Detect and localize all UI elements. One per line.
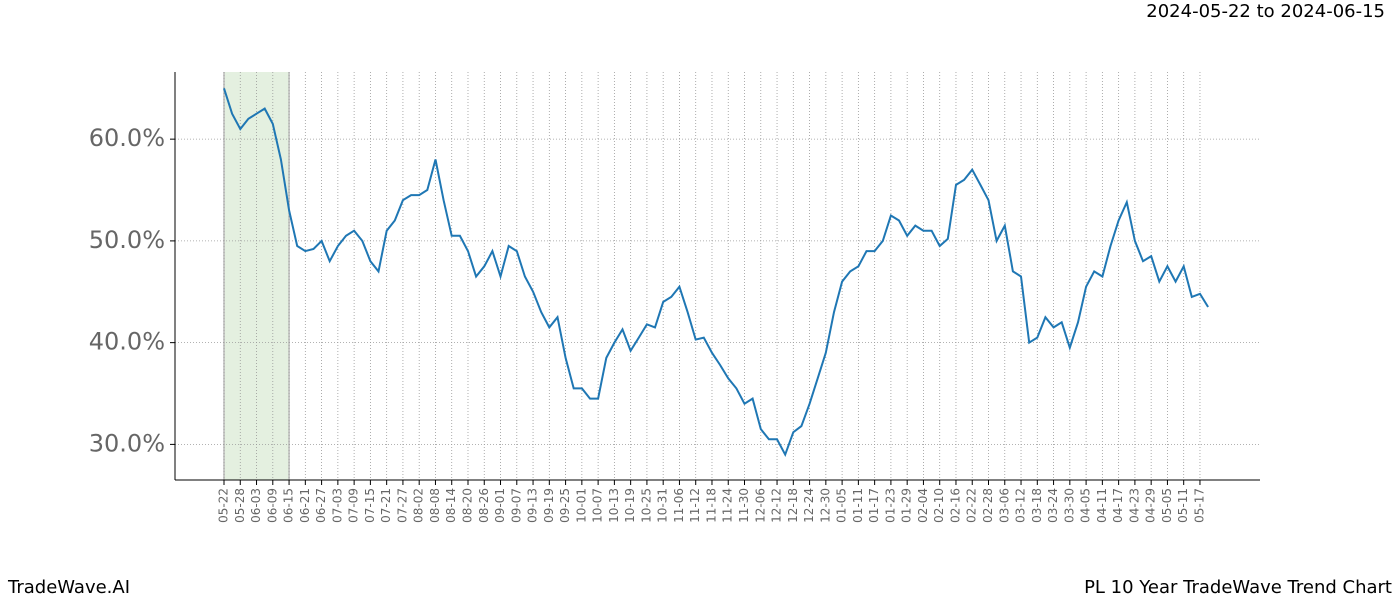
x-tick-label: 06-03 <box>249 488 263 523</box>
x-tick-label: 03-24 <box>1046 488 1060 523</box>
x-tick-label: 11-30 <box>737 488 751 523</box>
x-tick-label: 01-11 <box>851 488 865 523</box>
x-tick-label: 07-03 <box>330 488 344 523</box>
x-tick-label: 03-06 <box>997 488 1011 523</box>
x-tick-label: 02-10 <box>932 488 946 523</box>
x-tick-label: 12-30 <box>818 488 832 523</box>
x-tick-label: 07-15 <box>363 488 377 523</box>
x-tick-label: 06-15 <box>282 488 296 523</box>
x-tick-label: 12-06 <box>753 488 767 523</box>
x-tick-label: 02-22 <box>965 488 979 523</box>
x-tick-label: 10-13 <box>607 488 621 523</box>
x-tick-label: 10-31 <box>656 488 670 523</box>
x-tick-label: 02-16 <box>948 488 962 523</box>
x-tick-label: 01-23 <box>883 488 897 523</box>
x-tick-label: 10-01 <box>574 488 588 523</box>
x-tick-label: 05-17 <box>1192 488 1206 523</box>
x-tick-label: 03-12 <box>1014 488 1028 523</box>
x-tick-label: 09-07 <box>509 488 523 523</box>
x-tick-label: 01-29 <box>900 488 914 523</box>
footer-brand: TradeWave.AI <box>7 577 130 598</box>
x-tick-label: 05-11 <box>1176 488 1190 523</box>
y-tick-label: 40.0% <box>89 328 165 356</box>
x-tick-label: 02-04 <box>916 488 930 523</box>
x-tick-label: 11-18 <box>704 488 718 523</box>
x-tick-label: 09-25 <box>558 488 572 523</box>
y-tick-label: 50.0% <box>89 226 165 254</box>
x-tick-label: 03-30 <box>1062 488 1076 523</box>
x-tick-label: 12-18 <box>786 488 800 523</box>
x-tick-label: 07-09 <box>347 488 361 523</box>
x-tick-label: 11-24 <box>721 488 735 523</box>
x-tick-label: 04-23 <box>1127 488 1141 523</box>
x-tick-label: 04-11 <box>1095 488 1109 523</box>
x-tick-label: 08-02 <box>412 488 426 523</box>
x-tick-label: 06-21 <box>298 488 312 523</box>
x-tick-label: 01-17 <box>867 488 881 523</box>
x-tick-label: 12-12 <box>770 488 784 523</box>
x-tick-label: 09-13 <box>526 488 540 523</box>
x-tick-label: 08-08 <box>428 488 442 523</box>
x-tick-label: 08-20 <box>460 488 474 523</box>
x-tick-label: 12-24 <box>802 488 816 523</box>
x-tick-label: 01-05 <box>835 488 849 523</box>
x-tick-label: 11-06 <box>672 488 686 523</box>
x-tick-label: 04-29 <box>1144 488 1158 523</box>
x-tick-label: 09-19 <box>542 488 556 523</box>
x-tick-label: 07-21 <box>379 488 393 523</box>
chart-title: 2024-05-22 to 2024-06-15 <box>1146 1 1385 22</box>
x-tick-label: 05-05 <box>1160 488 1174 523</box>
x-tick-label: 06-09 <box>265 488 279 523</box>
x-tick-label: 08-26 <box>477 488 491 523</box>
trend-line <box>223 87 1209 458</box>
x-tick-label: 08-14 <box>444 488 458 523</box>
x-tick-label: 06-27 <box>314 488 328 523</box>
x-tick-label: 10-07 <box>591 488 605 523</box>
y-tick-label: 30.0% <box>89 429 165 457</box>
x-tick-label: 10-25 <box>639 488 653 523</box>
x-tick-label: 07-27 <box>395 488 409 523</box>
x-tick-label: 04-17 <box>1111 488 1125 523</box>
x-tick-label: 10-19 <box>623 488 637 523</box>
x-tick-label: 11-12 <box>688 488 702 523</box>
footer-title: PL 10 Year TradeWave Trend Chart <box>1084 577 1392 598</box>
x-tick-label: 05-28 <box>233 488 247 523</box>
x-tick-label: 02-28 <box>981 488 995 523</box>
x-tick-label: 04-05 <box>1079 488 1093 523</box>
x-tick-label: 05-22 <box>217 488 231 523</box>
x-tick-label: 03-18 <box>1030 488 1044 523</box>
y-tick-label: 60.0% <box>89 124 165 152</box>
x-tick-label: 09-01 <box>493 488 507 523</box>
